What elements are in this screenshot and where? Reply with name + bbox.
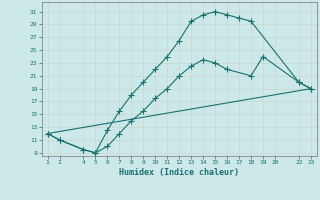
X-axis label: Humidex (Indice chaleur): Humidex (Indice chaleur) [119,168,239,177]
